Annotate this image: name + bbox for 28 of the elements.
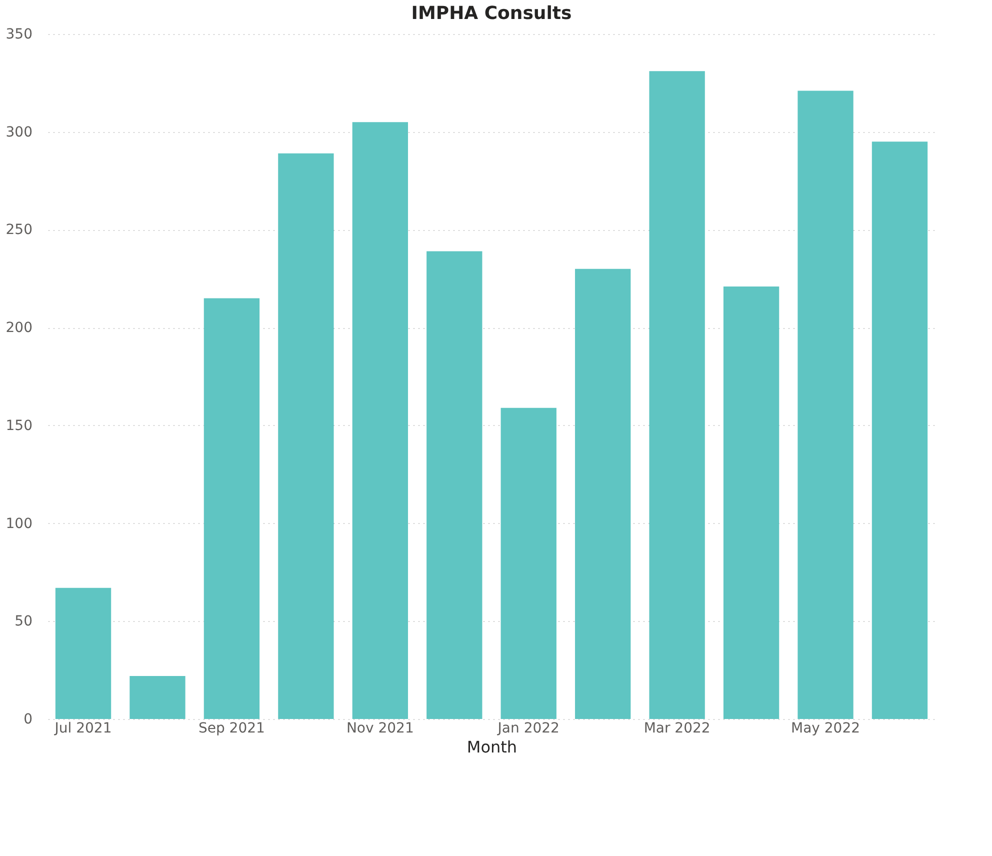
x-tick-label: May 2022 bbox=[791, 720, 860, 736]
bar bbox=[55, 588, 112, 719]
y-tick-label: 150 bbox=[6, 418, 32, 434]
bar bbox=[649, 71, 705, 719]
y-tick-label: 200 bbox=[6, 320, 32, 336]
x-tick-label: Sep 2021 bbox=[198, 720, 265, 736]
y-tick-label: 350 bbox=[6, 26, 32, 42]
bar bbox=[204, 298, 260, 719]
y-tick-label: 250 bbox=[6, 222, 32, 238]
bar bbox=[723, 286, 780, 719]
y-tick-label: 300 bbox=[6, 124, 32, 140]
y-tick-label: 0 bbox=[24, 712, 32, 728]
x-tick-label: Jul 2021 bbox=[54, 720, 112, 736]
x-tick-label: Jan 2022 bbox=[496, 720, 560, 736]
y-tick-label: 50 bbox=[14, 614, 32, 630]
x-axis-title: Month bbox=[466, 738, 518, 756]
bar bbox=[798, 90, 854, 719]
chart-title: IMPHA Consults bbox=[411, 3, 572, 24]
x-tick-label: Mar 2022 bbox=[644, 720, 710, 736]
bar bbox=[278, 153, 334, 719]
bar bbox=[426, 251, 482, 719]
bar bbox=[575, 268, 631, 719]
bar bbox=[130, 676, 186, 719]
x-tick-label: Nov 2021 bbox=[346, 720, 414, 736]
bar bbox=[500, 408, 556, 719]
bar bbox=[872, 142, 928, 719]
bar bbox=[352, 122, 408, 719]
y-tick-label: 100 bbox=[6, 516, 32, 532]
